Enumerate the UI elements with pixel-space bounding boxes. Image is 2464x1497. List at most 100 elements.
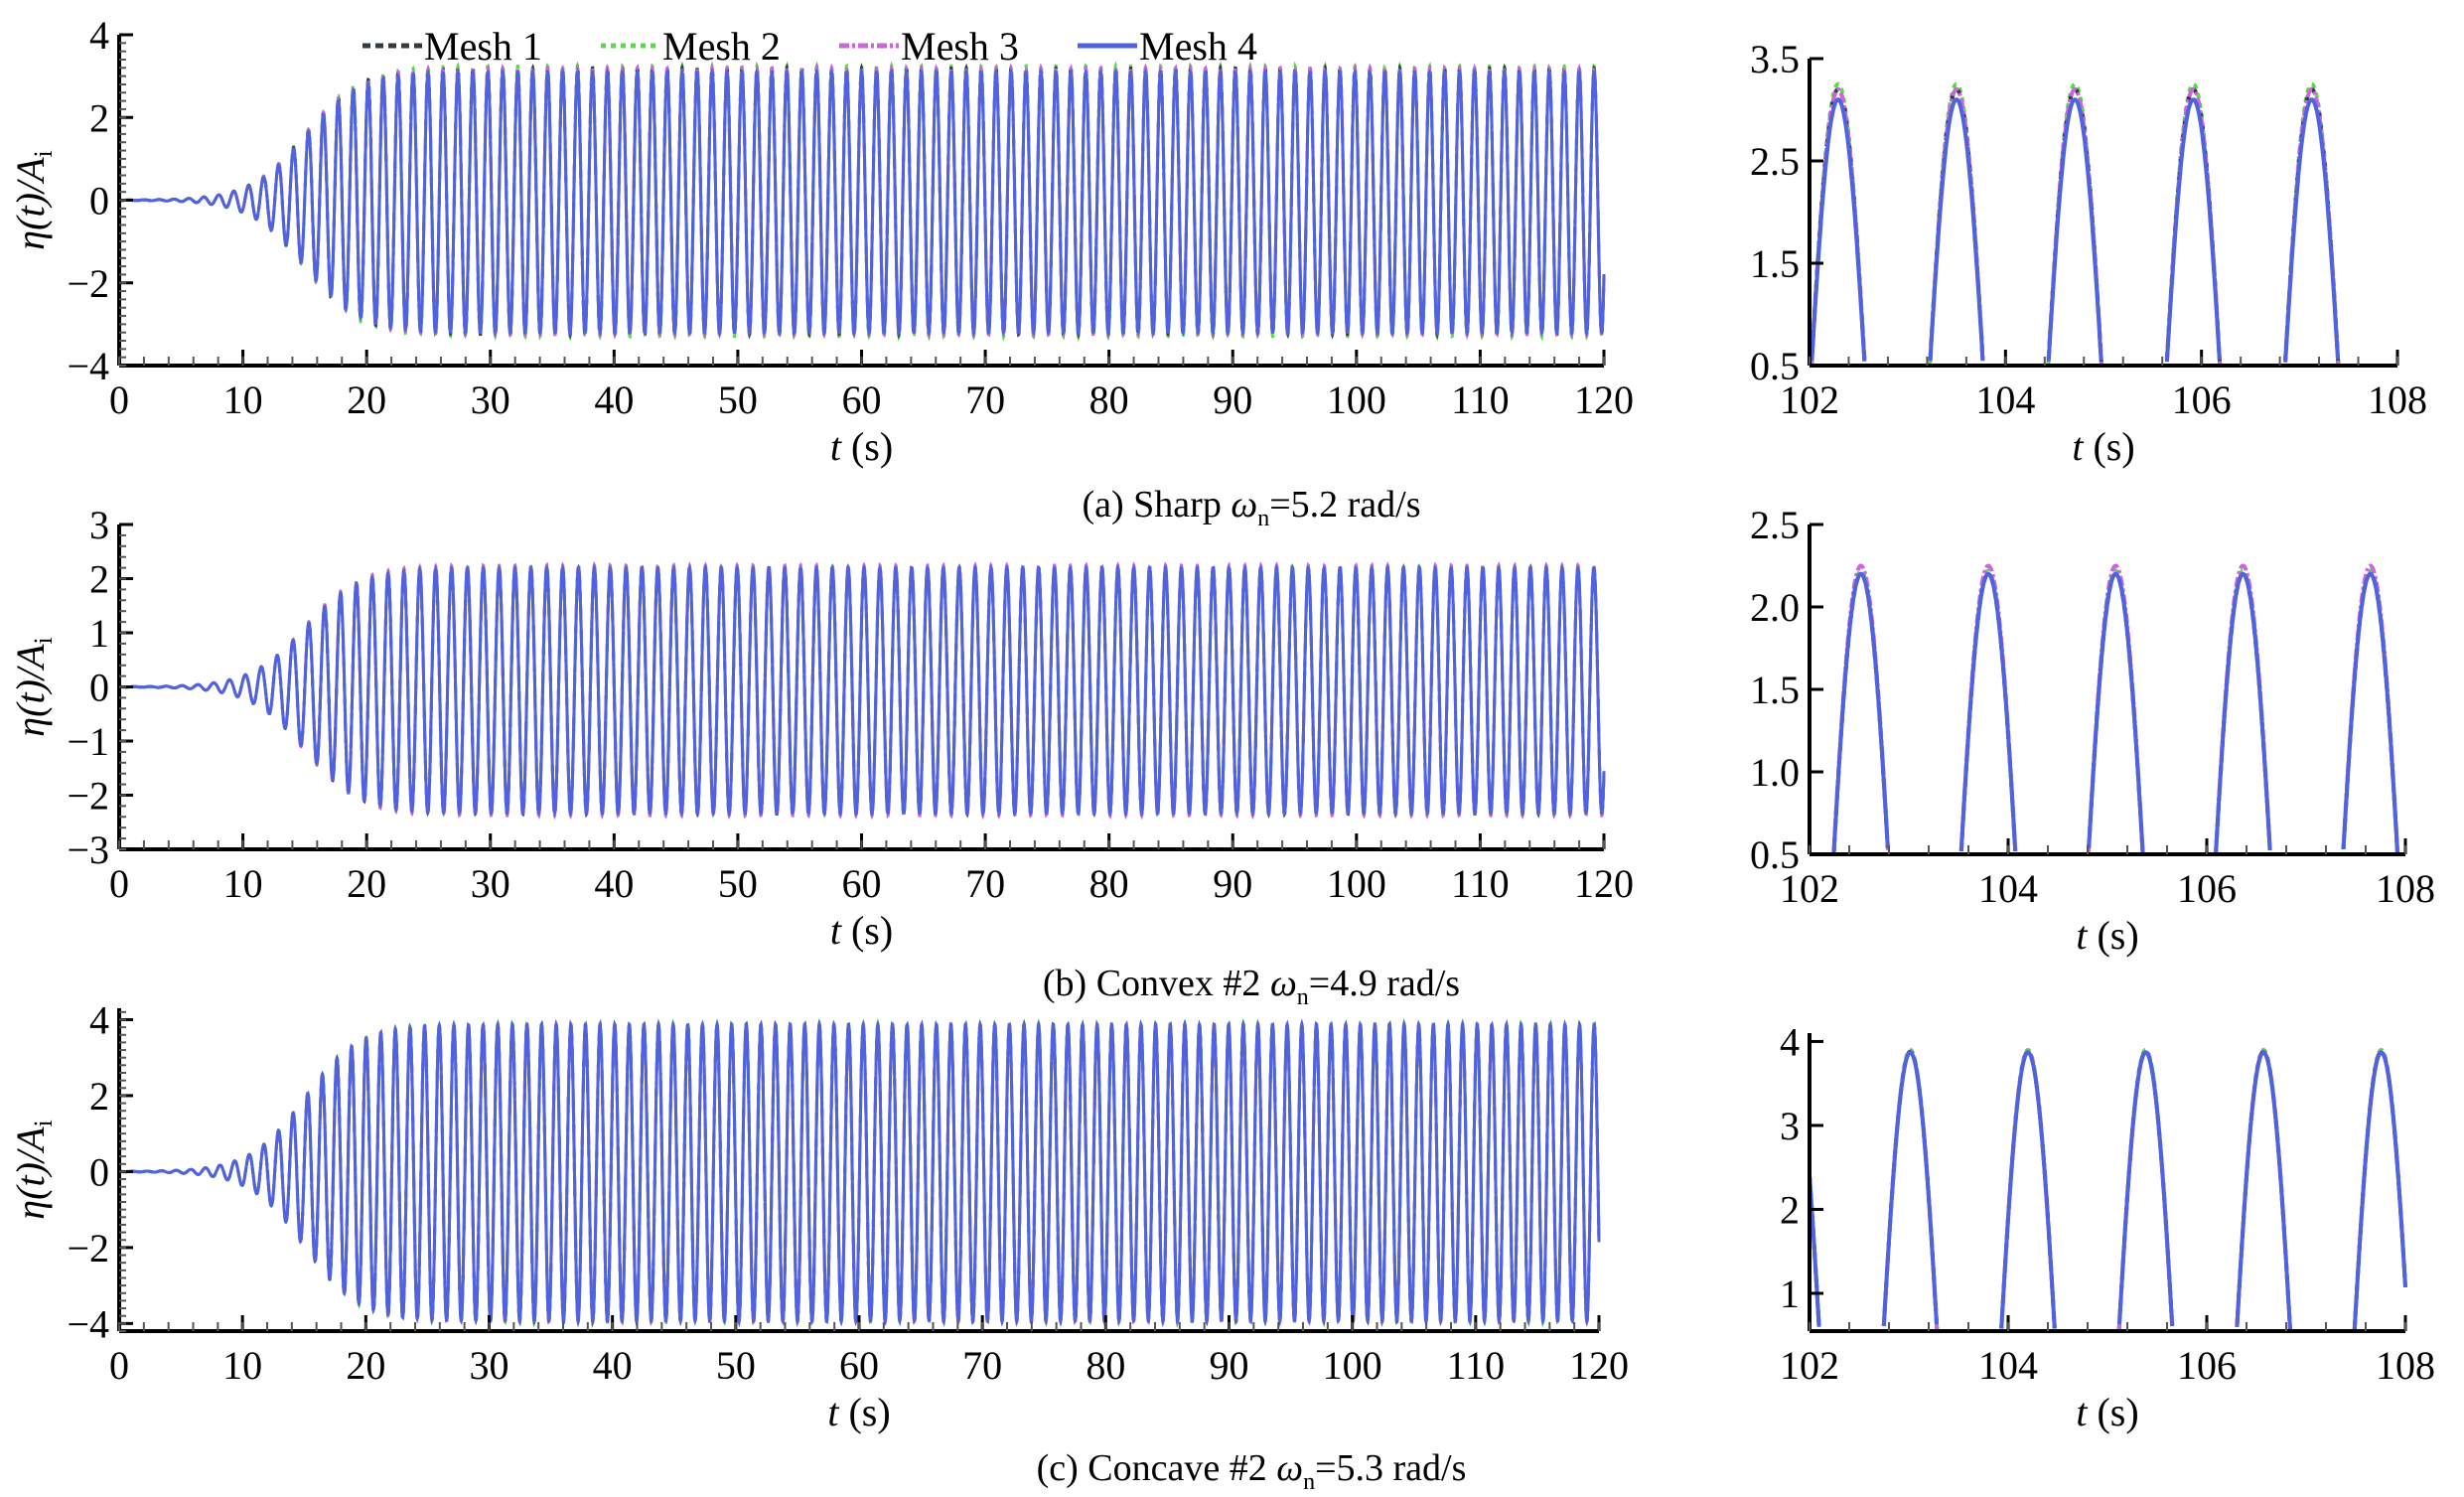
x-tick-label: 106 [2177, 1343, 2237, 1388]
x-tick-label: 30 [470, 1343, 509, 1388]
series-mesh-4 [1808, 1050, 2407, 1331]
x-tick-label: 70 [965, 377, 1005, 422]
x-tick-label: 100 [1327, 377, 1386, 422]
x-tick-label: 106 [2172, 377, 2232, 422]
y-tick-label: 2.5 [1750, 139, 1800, 184]
legend-label: Mesh 1 [424, 24, 542, 69]
y-tick-label: 0 [89, 666, 109, 710]
x-tick-label: 100 [1327, 861, 1386, 906]
x-tick-label: 90 [1210, 1343, 1249, 1388]
y-tick-label: 3 [89, 503, 109, 547]
legend-label: Mesh 2 [662, 24, 781, 69]
full-plot-b: 0 10 20 30 40 50 60 70 80 90 100 110 120 −3 −2 −1 0 1 2 3 t … [8, 503, 1634, 953]
series-mesh-3 [1810, 86, 2341, 366]
x-axis-label: t (s) [827, 1390, 890, 1434]
x-tick-label: 108 [2376, 1343, 2435, 1388]
x-tick-label: 20 [346, 1343, 385, 1388]
x-tick-label: 110 [1451, 861, 1510, 906]
x-tick-label: 106 [2177, 866, 2237, 911]
y-tick-label: −2 [67, 1226, 109, 1271]
y-tick-label: 1 [1780, 1272, 1800, 1316]
series-mesh-4 [119, 67, 1606, 338]
series-mesh-1 [1831, 571, 2399, 855]
x-tick-label: 80 [1089, 377, 1129, 422]
x-axis-label: t (s) [2072, 424, 2134, 469]
x-tick-label: 100 [1323, 1343, 1382, 1388]
legend-item-mesh-2: Mesh 2 [601, 24, 781, 69]
series-mesh-2 [1831, 568, 2399, 854]
x-tick-label: 102 [1780, 866, 1839, 911]
x-axis-label: t (s) [2076, 1390, 2138, 1434]
y-tick-label: 3 [1780, 1104, 1800, 1148]
x-tick-label: 10 [223, 861, 263, 906]
y-tick-label: 0.5 [1750, 832, 1800, 877]
x-tick-label: 120 [1574, 377, 1634, 422]
x-tick-label: 0 [109, 377, 129, 422]
x-tick-label: 90 [1213, 377, 1252, 422]
x-tick-label: 60 [842, 377, 882, 422]
x-tick-label: 120 [1569, 1343, 1629, 1388]
x-tick-label: 110 [1451, 377, 1510, 422]
x-tick-label: 20 [347, 377, 386, 422]
x-tick-label: 0 [109, 1343, 129, 1388]
series-mesh-4 [119, 563, 1606, 818]
legend-label: Mesh 4 [1139, 24, 1257, 69]
legend-label: Mesh 3 [901, 24, 1019, 69]
y-tick-label: −2 [67, 774, 109, 819]
y-tick-label: 2.5 [1750, 503, 1800, 547]
y-tick-label: 1 [89, 611, 109, 656]
x-tick-label: 108 [2376, 866, 2435, 911]
x-tick-label: 70 [962, 1343, 1002, 1388]
x-tick-label: 40 [594, 377, 634, 422]
x-tick-label: 102 [1780, 1343, 1839, 1388]
y-tick-label: −4 [67, 1301, 109, 1346]
series-mesh-1 [1810, 86, 2341, 366]
y-axis-label: η(t)/Ai [8, 637, 58, 736]
x-tick-label: 120 [1574, 861, 1634, 906]
series-mesh-2 [1810, 81, 2341, 366]
x-tick-label: 30 [471, 861, 510, 906]
y-tick-label: 2.0 [1750, 585, 1800, 630]
y-tick-label: 1.5 [1750, 668, 1800, 712]
x-axis-label: t (s) [830, 908, 893, 953]
x-tick-label: 0 [109, 861, 129, 906]
y-tick-label: 4 [89, 13, 109, 58]
x-tick-label: 80 [1089, 861, 1129, 906]
x-tick-label: 10 [222, 1343, 262, 1388]
y-axis-label: η(t)/Ai [8, 1120, 58, 1219]
x-axis-label: t (s) [2076, 913, 2138, 958]
y-tick-label: −3 [67, 827, 109, 872]
x-tick-label: 90 [1213, 861, 1252, 906]
x-tick-label: 20 [347, 861, 386, 906]
x-tick-label: 110 [1447, 1343, 1506, 1388]
y-tick-label: 0.5 [1750, 344, 1800, 388]
x-tick-label: 50 [718, 861, 758, 906]
zoom-plot-c: 102 104 106 108 1 2 3 4 t (s) [1780, 1019, 2435, 1434]
y-tick-label: −1 [67, 719, 109, 764]
zoom-plot-a: 102 104 106 108 0.5 1.5 2.5 3.5 t (s) [1750, 37, 2427, 469]
series-mesh-4 [119, 1018, 1601, 1327]
y-tick-label: 2 [89, 557, 109, 602]
x-tick-label: 102 [1780, 377, 1839, 422]
y-tick-label: −2 [67, 261, 109, 306]
x-tick-label: 40 [593, 1343, 633, 1388]
y-tick-label: 3.5 [1750, 37, 1800, 81]
y-tick-label: 0 [89, 1149, 109, 1194]
y-tick-label: 2 [89, 1074, 109, 1119]
legend-item-mesh-4: Mesh 4 [1078, 24, 1257, 69]
x-tick-label: 10 [223, 377, 263, 422]
legend-item-mesh-3: Mesh 3 [839, 24, 1019, 69]
series-mesh-4 [1831, 571, 2399, 855]
y-tick-label: 2 [89, 95, 109, 140]
x-tick-label: 40 [594, 861, 634, 906]
series-mesh-4 [1810, 97, 2340, 363]
x-tick-label: 30 [471, 377, 510, 422]
x-tick-label: 104 [1978, 866, 2038, 911]
panel-caption-b: (b) Convex #2 ωn=4.9 rad/s [1043, 963, 1460, 1010]
x-axis-label: t (s) [830, 424, 893, 469]
y-tick-label: −4 [67, 344, 109, 388]
y-tick-label: 0 [89, 179, 109, 224]
x-tick-label: 104 [1975, 377, 2035, 422]
y-axis-label: η(t)/Ai [8, 150, 58, 249]
x-tick-label: 80 [1086, 1343, 1125, 1388]
